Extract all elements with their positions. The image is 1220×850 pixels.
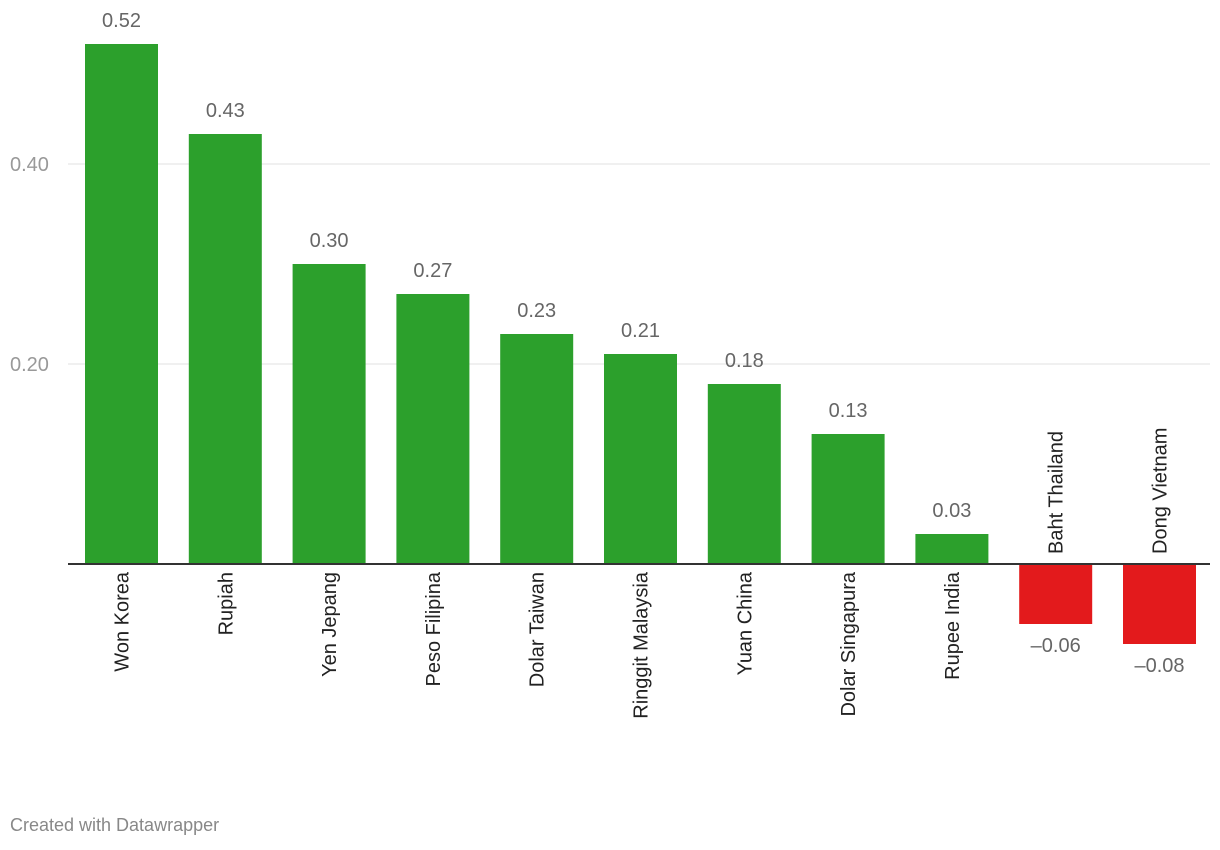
category-label: Rupiah	[215, 572, 237, 635]
category-label: Dolar Taiwan	[527, 572, 549, 687]
bar	[292, 264, 366, 564]
value-label: 0.13	[829, 400, 868, 422]
category-label: Dong Vietnam	[1150, 428, 1172, 554]
y-tick-label: 0.40	[10, 154, 49, 176]
value-label: –0.06	[1031, 635, 1081, 657]
value-label: 0.30	[310, 230, 349, 252]
category-label: Ringgit Malaysia	[631, 571, 653, 719]
bar	[188, 134, 262, 564]
bar	[811, 434, 885, 564]
y-tick-label: 0.20	[10, 354, 49, 376]
value-label: 0.43	[206, 100, 245, 122]
category-label: Won Korea	[112, 571, 134, 672]
value-label: 0.18	[725, 350, 764, 372]
value-label: 0.21	[621, 320, 660, 342]
bar	[604, 354, 677, 564]
bar	[396, 294, 470, 564]
value-label: –0.08	[1134, 655, 1184, 677]
bar	[1019, 564, 1093, 624]
category-label: Baht Thailand	[1046, 431, 1068, 554]
bar	[85, 44, 158, 564]
category-label: Rupee India	[942, 571, 964, 680]
category-label: Yen Jepang	[319, 572, 341, 677]
bar	[500, 334, 574, 564]
labels: 0.52 Won Korea 0.43 Rupiah 0.30 Yen Jepang 0.2…	[102, 10, 1185, 719]
category-label: Dolar Singapura	[838, 571, 860, 716]
category-label: Peso Filipina	[423, 571, 445, 686]
bar	[1123, 564, 1196, 644]
value-label: 0.52	[102, 10, 141, 32]
bar	[707, 384, 781, 564]
bar	[915, 534, 989, 564]
credit-text: Created with Datawrapper	[10, 815, 220, 835]
bars	[68, 44, 1210, 644]
value-label: 0.27	[413, 260, 452, 282]
value-label: 0.23	[517, 300, 556, 322]
category-label: Yuan China	[734, 571, 756, 675]
value-label: 0.03	[932, 500, 971, 522]
